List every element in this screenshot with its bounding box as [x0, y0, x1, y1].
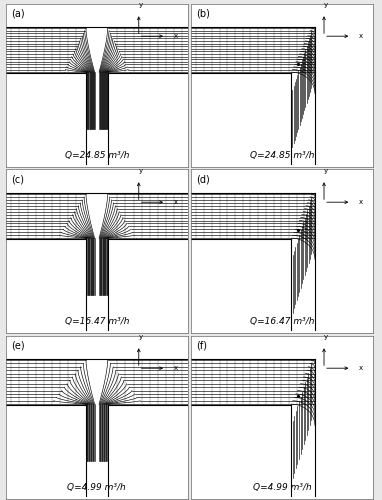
Text: y: y: [324, 334, 328, 340]
Text: (d): (d): [196, 174, 210, 184]
Text: y: y: [139, 168, 142, 174]
Text: Q=24.85 m³/h: Q=24.85 m³/h: [250, 152, 314, 160]
Text: (e): (e): [11, 340, 25, 350]
Text: (f): (f): [196, 340, 207, 350]
Text: (b): (b): [196, 8, 210, 18]
Text: y: y: [139, 2, 142, 8]
Text: (c): (c): [11, 174, 24, 184]
Text: Q=16.47 m³/h: Q=16.47 m³/h: [250, 318, 314, 326]
Text: Q=4.99 m³/h: Q=4.99 m³/h: [253, 484, 311, 492]
Text: (a): (a): [11, 8, 25, 18]
Text: y: y: [324, 168, 328, 174]
Text: x: x: [173, 33, 178, 39]
Text: Q=4.99 m³/h: Q=4.99 m³/h: [68, 484, 126, 492]
Text: Q=24.85 m³/h: Q=24.85 m³/h: [65, 152, 129, 160]
Text: x: x: [359, 365, 363, 371]
Text: x: x: [173, 199, 178, 205]
Text: Q=16.47 m³/h: Q=16.47 m³/h: [65, 318, 129, 326]
Text: y: y: [324, 2, 328, 8]
Text: y: y: [139, 334, 142, 340]
Text: x: x: [173, 365, 178, 371]
Text: x: x: [359, 199, 363, 205]
Text: x: x: [359, 33, 363, 39]
